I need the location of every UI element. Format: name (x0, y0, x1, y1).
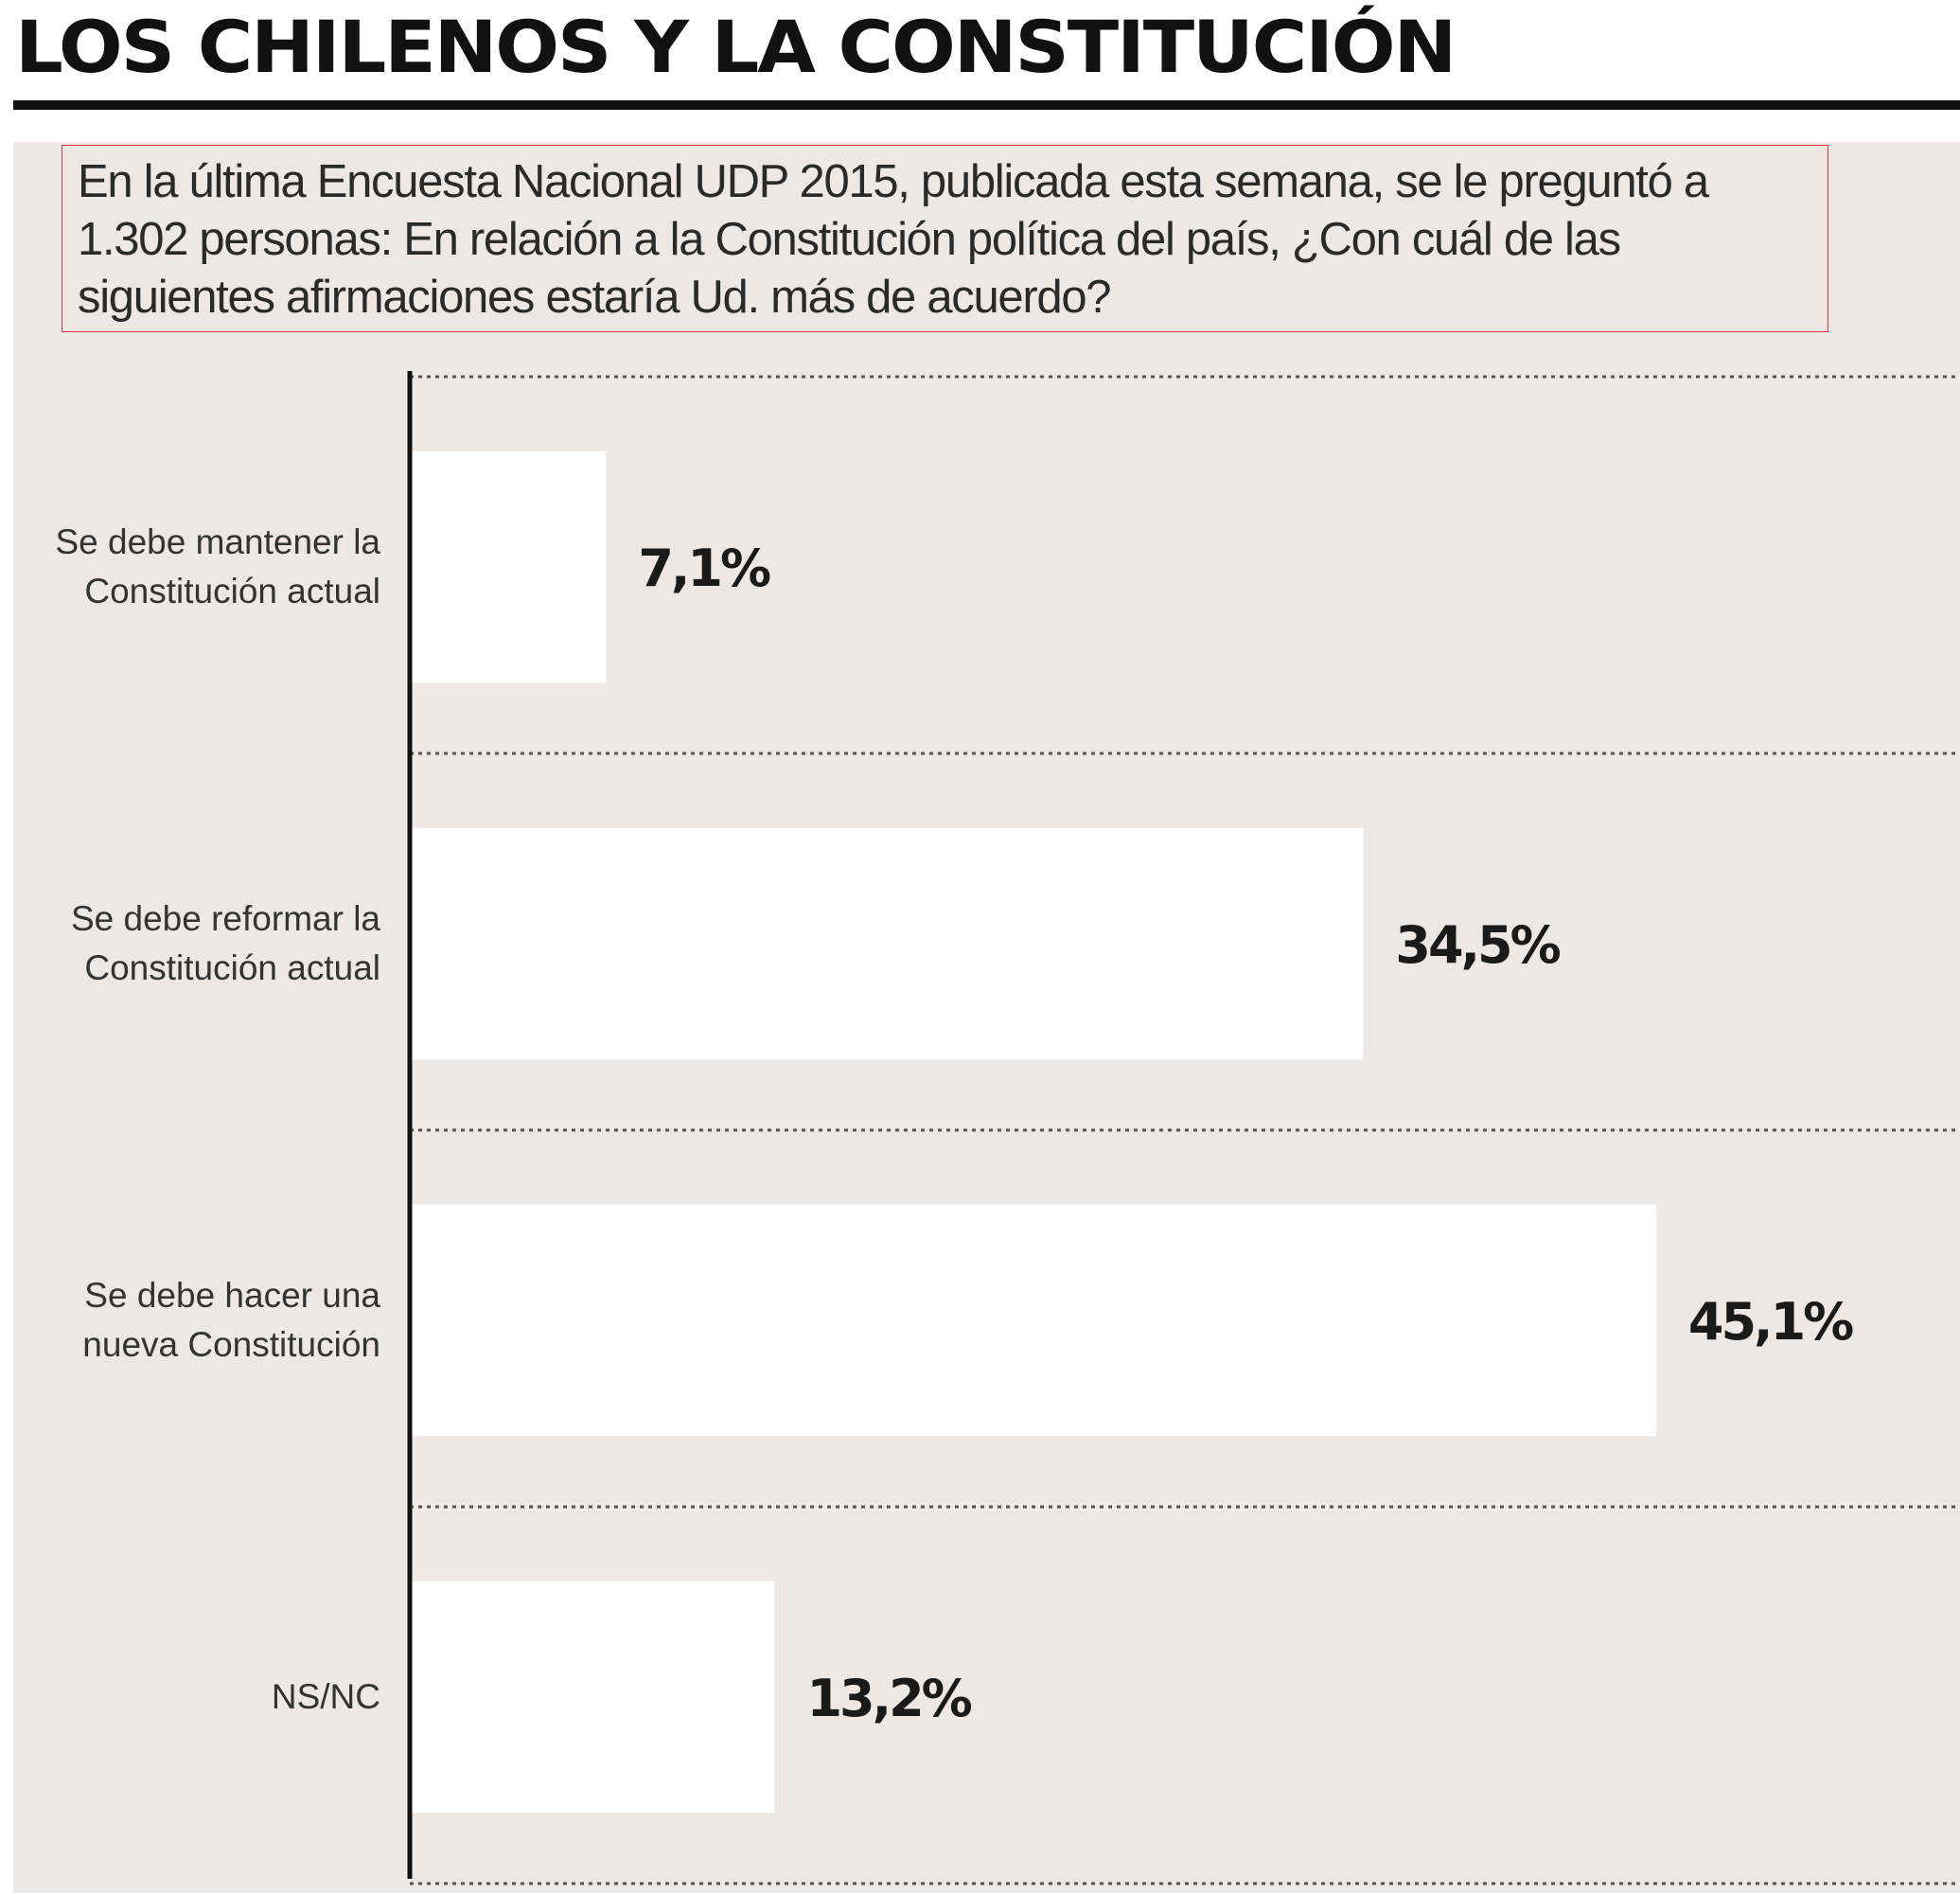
value-label: 34,5% (1395, 915, 1560, 975)
value-label: 13,2% (806, 1669, 971, 1728)
category-label-line: Se debe mantener la (55, 522, 380, 561)
bar (410, 1204, 1656, 1437)
bar (410, 451, 607, 683)
bar (410, 827, 1364, 1060)
category-label-line: Se debe reformar la (71, 899, 380, 938)
survey-question: En la última Encuesta Nacional UDP 2015,… (62, 145, 1828, 332)
category-label-line: Constitución actual (84, 948, 380, 987)
category-label: NS/NC (272, 1677, 380, 1716)
chart-title: LOS CHILENOS Y LA CONSTITUCIÓN (15, 5, 1457, 89)
bar (410, 1581, 775, 1813)
category-label-line: Constitución actual (84, 572, 380, 610)
category-label: Se debe hacer una nueva Constitución (82, 1276, 380, 1364)
category-label-line: NS/NC (272, 1677, 380, 1716)
value-label: 45,1% (1688, 1292, 1853, 1352)
category-label: Se debe mantener la Constitución actual (55, 522, 380, 610)
category-label-line: Se debe hacer una (84, 1276, 380, 1315)
title-rule (13, 100, 1960, 110)
category-label: Se debe reformar la Constitución actual (71, 899, 380, 987)
category-label-line: nueva Constitución (82, 1325, 380, 1364)
value-label: 7,1% (638, 539, 770, 598)
